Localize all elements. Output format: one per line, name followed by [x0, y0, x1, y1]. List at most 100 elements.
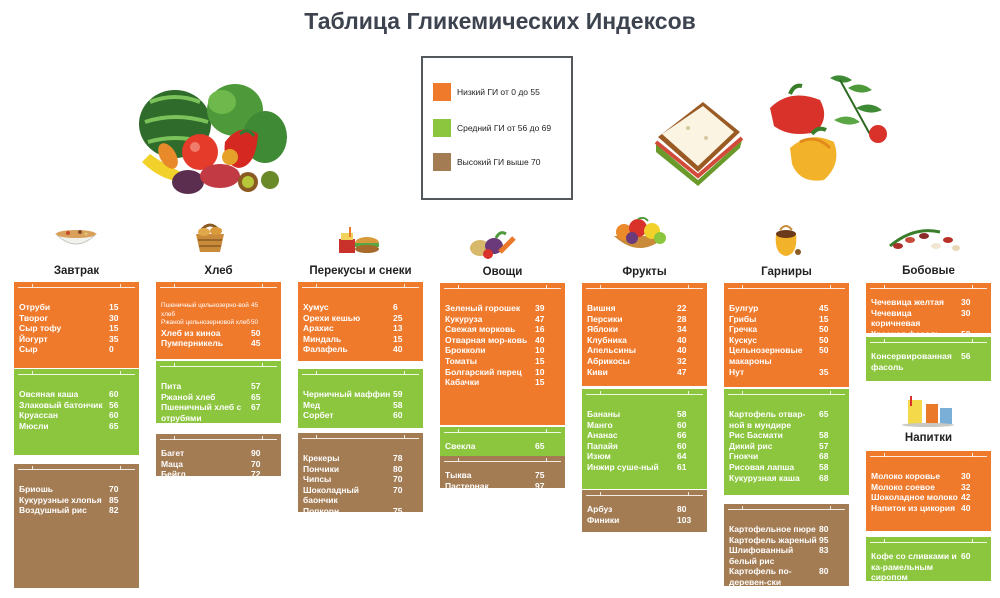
gi-value: 50	[961, 329, 987, 333]
food-name: Папайя	[587, 440, 618, 451]
food-name: Овсяная каша	[19, 389, 79, 399]
food-row: Томаты 15	[445, 356, 561, 367]
gi-value: 75	[535, 470, 545, 480]
panel-rows: Пшеничный цельнозерно-вой хлеб 45 Ржаной ц…	[161, 302, 277, 349]
food-name: Кукуруза	[445, 313, 483, 324]
gi-value: 60	[109, 410, 119, 421]
category-title-vegetables: Овощи	[482, 266, 523, 278]
food-row: Гнокчи 68	[729, 451, 845, 462]
gi-value: 103	[677, 514, 692, 525]
food-row: Кофе со сливками и ка-рамельным сиропом 6…	[871, 551, 987, 581]
food-row: Болгарский перец 10	[445, 367, 561, 378]
panel-fruits-low: Вишня 22 Персики 28 Яблоки 34 Клубника 40 Апельс…	[582, 283, 707, 386]
food-name: Вишня	[587, 303, 616, 313]
food-row: Гречка 50	[729, 324, 845, 335]
food-row: Манго 60	[587, 420, 703, 431]
food-name: Томаты	[445, 355, 478, 366]
snacks-icon	[339, 227, 379, 253]
food-name: Йогурт	[19, 333, 48, 344]
food-name: Чипсы	[303, 474, 332, 485]
panel-rows: Вишня 22 Персики 28 Яблоки 34 Клубника 40 Апельс…	[587, 303, 703, 377]
food-row: Рисовая лапша 58	[729, 462, 845, 473]
food-row: Пончики 80	[303, 464, 419, 475]
food-name: Кофе со сливками и ка-рамельным сиропом	[871, 551, 957, 581]
panel-drinks-low: Молоко коровье 30 Молоко соевое 32 Шоколадно…	[866, 451, 991, 531]
gi-value: 66	[677, 430, 687, 441]
gi-value: 45	[819, 303, 829, 313]
food-name: Шлифованный белый рис	[729, 545, 794, 566]
panel-divider	[586, 492, 703, 496]
panel-rows: Бананы 58 Манго 60 Ананас 66 Папайя 60 Изюм 64 Инж…	[587, 409, 703, 473]
panel-rows: Пита 57 Ржаной хлеб 65 Пшеничный хлеб с отру…	[161, 381, 277, 423]
food-row: Злаковый батончик 56	[19, 400, 135, 411]
gi-value: 68	[819, 451, 829, 462]
food-row: Шоколадное молоко 42	[871, 492, 987, 503]
panel-bread-medium: Пита 57 Ржаной хлеб 65 Пшеничный хлеб с отру…	[156, 361, 281, 423]
gi-value: 40	[677, 345, 687, 356]
food-name: Картофельное пюре	[729, 524, 816, 534]
food-row: Чечевица желтая 30	[871, 297, 987, 308]
food-row: Свежая морковь 16	[445, 324, 561, 335]
food-row: Кускус 50	[729, 335, 845, 346]
gi-value: 13	[393, 323, 403, 334]
panel-rows: Овсяная каша 60 Злаковый батончик 56 Круасса…	[19, 389, 135, 431]
food-name: Ананас	[587, 430, 618, 441]
food-row: Финики 103	[587, 515, 703, 526]
food-name: Крекеры	[303, 453, 340, 463]
gi-value: 50	[819, 324, 829, 335]
gi-value: 50	[819, 345, 829, 356]
food-name: Апельсины	[587, 345, 636, 356]
food-row: Зеленый горошек 39	[445, 303, 561, 314]
food-name: Пшеничный цельнозерно-вой хлеб	[161, 302, 249, 318]
food-name: Шоколадное молоко	[871, 492, 958, 503]
food-name: Киви	[587, 366, 608, 377]
food-name: Ржаной цельнозерновой хлеб	[161, 319, 250, 327]
legend-swatch-low	[433, 83, 451, 101]
gi-value: 80	[677, 504, 687, 514]
food-row: Цельнозерновые макароны 50	[729, 345, 845, 366]
food-name: Консервированная фасоль	[871, 351, 952, 372]
panel-rows: Консервированная фасоль 56	[871, 351, 987, 372]
food-name: Сыр тофу	[19, 323, 62, 334]
panel-divider	[728, 285, 845, 289]
food-name: Фалафель	[303, 344, 348, 355]
panel-legumes-medium: Консервированная фасоль 56	[866, 337, 991, 381]
cereal-bowl-icon	[54, 230, 98, 245]
gi-value: 78	[393, 453, 403, 463]
panel-drinks-medium: Кофе со сливками и ка-рамельным сиропом 6…	[866, 537, 991, 581]
panel-vegetables-high: Тыква 75 Пастернак 97	[440, 456, 565, 488]
panel-rows: Булгур 45 Грибы 15 Гречка 50 Кускус 50 Цельнозер…	[729, 303, 845, 377]
gi-value: 60	[109, 389, 119, 399]
panel-vegetables-medium: Свекла 65	[440, 427, 565, 459]
food-row: Картофель жареный 95	[729, 535, 845, 546]
gi-value: 60	[961, 551, 971, 561]
gi-value: 82	[109, 505, 119, 516]
legend-item-medium: Средний ГИ от 56 до 69	[433, 118, 551, 138]
legend-swatch-medium	[433, 119, 451, 137]
panel-snacks-low: Хумус 6 Орехи кешью 25 Арахис 13 Миндаль 15 Фала…	[298, 282, 423, 361]
food-row: Круассан 60	[19, 410, 135, 421]
gi-value: 90	[251, 448, 261, 458]
food-name: Кукурузные хлопья	[19, 494, 102, 505]
food-name: Болгарский перец	[445, 366, 522, 377]
gi-value: 16	[535, 324, 545, 335]
panel-bread-high: Багет 90 Маца 70 Бейгл 72	[156, 434, 281, 476]
food-row: Булгур 45	[729, 303, 845, 314]
gi-value: 30	[961, 307, 971, 318]
food-row: Персики 28	[587, 314, 703, 325]
food-row: Картофель по-деревен-ски 80	[729, 566, 845, 586]
food-row: Вишня 22	[587, 303, 703, 314]
gi-value: 65	[819, 409, 829, 419]
gi-value: 65	[109, 420, 119, 431]
grain-sack-icon	[775, 225, 801, 256]
food-name: Изюм	[587, 451, 611, 462]
gi-value: 30	[961, 471, 971, 481]
panel-bread-low: Пшеничный цельнозерно-вой хлеб 45 Ржаной ц…	[156, 282, 281, 359]
beans-icon	[889, 229, 960, 251]
gi-value: 68	[819, 472, 829, 483]
category-title-breakfast: Завтрак	[53, 265, 100, 277]
gi-value: 61	[677, 461, 687, 472]
gi-value: 59	[393, 389, 403, 399]
food-row: Крекеры 78	[303, 453, 419, 464]
food-row: Отварная мор-ковь 40	[445, 335, 561, 346]
